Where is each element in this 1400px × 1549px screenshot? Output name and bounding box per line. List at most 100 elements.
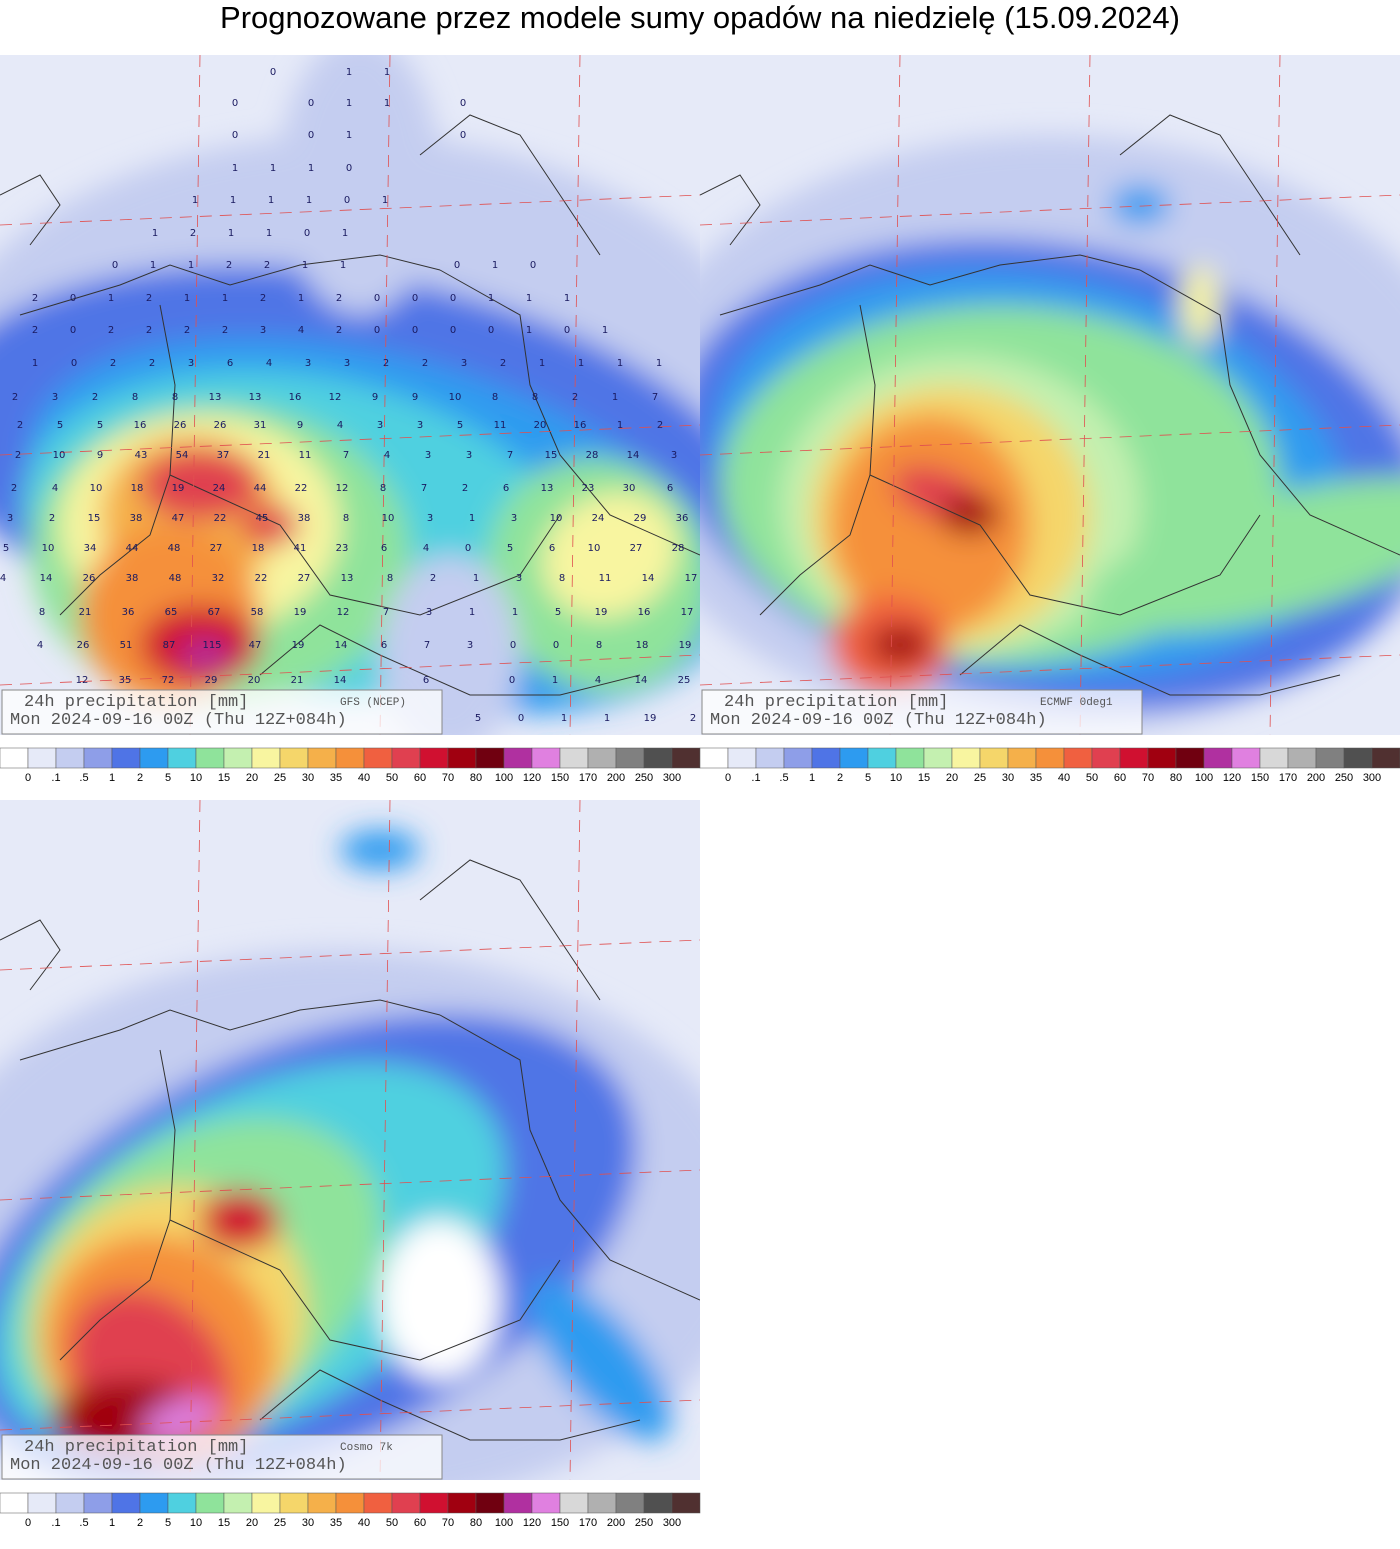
grid-value: 30 (623, 483, 636, 494)
grid-value: 19 (292, 640, 305, 651)
grid-value: 10 (550, 513, 563, 524)
grid-value: 0 (454, 260, 460, 271)
grid-value: 13 (249, 392, 262, 403)
grid-value: 2 (430, 573, 436, 584)
grid-value: 27 (630, 543, 643, 554)
grid-value: 0 (344, 195, 350, 206)
grid-value: 2 (149, 358, 155, 369)
meridian (1079, 55, 1091, 735)
colorbar-swatch (1147, 747, 1177, 769)
colorbar-swatch (867, 747, 897, 769)
colorbar-label: 10 (190, 1517, 202, 1529)
grid-value: 21 (79, 607, 92, 618)
grid-value: 10 (42, 543, 55, 554)
grid-value: 3 (516, 573, 522, 584)
grid-value: 2 (690, 713, 696, 724)
colorbar-swatch (615, 1492, 645, 1514)
grid-value: 48 (168, 543, 181, 554)
grid-value: 13 (541, 483, 554, 494)
colorbar-label: 35 (330, 772, 342, 784)
colorbar-label: 100 (495, 1517, 513, 1529)
colorbar-label: 0 (25, 1517, 31, 1529)
grid-value: 1 (152, 228, 158, 239)
colorbar-swatch (55, 1492, 85, 1514)
info-line-1: 24h precipitation [mm] (24, 1438, 248, 1457)
colorbar-label: 1 (809, 772, 815, 784)
colorbar-swatch (195, 1492, 225, 1514)
meridian (379, 55, 391, 735)
precip-area (380, 1220, 500, 1380)
grid-value: 1 (617, 420, 623, 431)
colorbar-swatch (167, 747, 197, 769)
colorbar-swatch (391, 747, 421, 769)
grid-value: 7 (424, 640, 430, 651)
grid-value: 1 (222, 293, 228, 304)
colorbar-swatch (1287, 747, 1317, 769)
grid-value: 44 (126, 543, 139, 554)
grid-value: 5 (555, 607, 561, 618)
grid-value: 3 (511, 513, 517, 524)
grid-value: 26 (174, 420, 187, 431)
grid-value: 27 (210, 543, 223, 554)
grid-value: 4 (337, 420, 343, 431)
colorbar-swatch (1203, 747, 1233, 769)
grid-value: 7 (507, 450, 513, 461)
colorbar-swatch (895, 747, 925, 769)
grid-value: 0 (510, 640, 516, 651)
colorbar-label: 25 (974, 772, 986, 784)
precip-area (280, 55, 440, 315)
colorbar-label: 30 (302, 772, 314, 784)
map-panel: 24h precipitation [mm] ECMWF 0deg1 Mon 202… (700, 55, 1400, 735)
grid-value: 2 (336, 325, 342, 336)
colorbar-label: 120 (1223, 772, 1241, 784)
colorbar-label: 300 (663, 1517, 681, 1529)
grid-value: 1 (184, 293, 190, 304)
colorbar-label: 250 (635, 772, 653, 784)
grid-value: 2 (657, 420, 663, 431)
grid-value: 23 (336, 543, 349, 554)
grid-value: 6 (549, 543, 555, 554)
grid-value: 36 (676, 513, 689, 524)
grid-value: 0 (488, 325, 494, 336)
grid-value: 8 (343, 513, 349, 524)
grid-value: 8 (39, 607, 45, 618)
grid-value: 1 (108, 293, 114, 304)
colorbar-swatch (951, 747, 981, 769)
grid-value: 0 (518, 713, 524, 724)
grid-value: 2 (500, 358, 506, 369)
colorbar-swatch (83, 1492, 113, 1514)
colorbar-swatch (419, 747, 449, 769)
colorbar-swatch (391, 1492, 421, 1514)
info-line-2: Mon 2024-09-16 00Z (Thu 12Z+084h) (10, 711, 347, 730)
grid-value: 9 (372, 392, 378, 403)
colorbar-label: 1 (109, 1517, 115, 1529)
grid-value: 14 (335, 640, 348, 651)
colorbar-label: 20 (246, 772, 258, 784)
colorbar-label: 50 (1086, 772, 1098, 784)
grid-value: 1 (342, 228, 348, 239)
grid-value: 2 (15, 450, 21, 461)
grid-value: 4 (298, 325, 304, 336)
grid-value: 44 (254, 483, 267, 494)
colorbar-swatch (363, 1492, 393, 1514)
colorbar-label: 15 (218, 772, 230, 784)
grid-value: 10 (382, 513, 395, 524)
colorbar-swatch (755, 747, 785, 769)
grid-value: 6 (381, 640, 387, 651)
colorbar-label: 1 (109, 772, 115, 784)
grid-value: 19 (679, 640, 692, 651)
colorbar-swatch (839, 747, 869, 769)
colorbar-swatch (139, 1492, 169, 1514)
precip-area (528, 1279, 672, 1441)
grid-value: 27 (298, 573, 311, 584)
grid-value: 12 (76, 675, 89, 686)
grid-value: 1 (384, 67, 390, 78)
colorbar-swatch (923, 747, 953, 769)
grid-value: 29 (205, 675, 218, 686)
grid-value: 1 (469, 513, 475, 524)
grid-value: 0 (374, 325, 380, 336)
grid-value: 10 (588, 543, 601, 554)
grid-value: 72 (162, 675, 175, 686)
colorbar-label: 70 (442, 772, 454, 784)
parallel (0, 1169, 700, 1201)
